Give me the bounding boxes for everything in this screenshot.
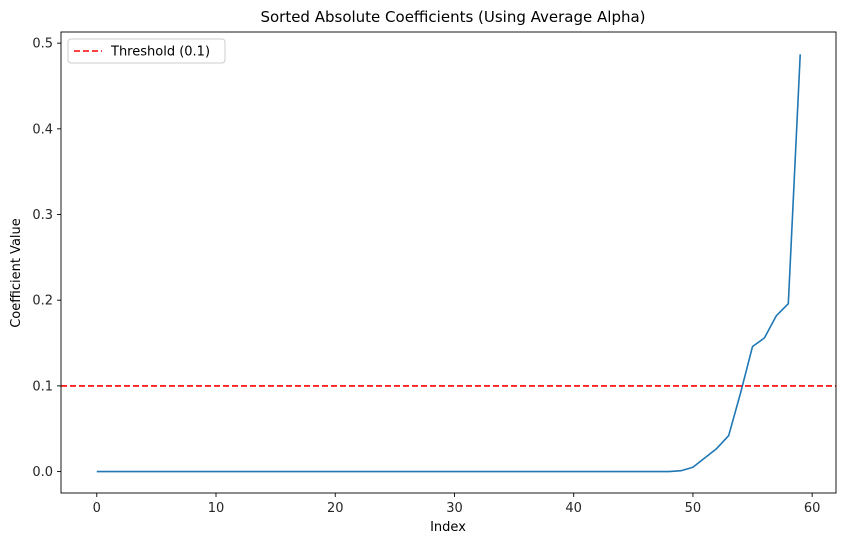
y-tick-label: 0.4 [32, 122, 53, 137]
chart-title: Sorted Absolute Coefficients (Using Aver… [260, 8, 645, 26]
x-tick-label: 40 [565, 501, 582, 516]
y-tick-label: 0.0 [32, 465, 53, 480]
x-tick-label: 10 [208, 501, 225, 516]
x-tick-label: 20 [327, 501, 344, 516]
y-tick-label: 0.1 [32, 379, 53, 394]
x-axis-label: Index [430, 520, 466, 535]
y-tick-label: 0.5 [32, 37, 53, 52]
y-tick-label: 0.2 [32, 294, 53, 309]
series-line-0 [96, 54, 802, 473]
legend: Threshold (0.1) [67, 38, 226, 64]
y-tick-label: 0.3 [32, 208, 53, 223]
legend-box [67, 38, 226, 64]
y-axis-label: Coefficient Value [9, 218, 24, 328]
plot-area: 0 10 20 30 40 50 60 0.0 0.1 0.2 0.3 0.4 0.5 [32, 31, 837, 516]
x-tick-label: 60 [804, 501, 821, 516]
x-tick-label: 0 [93, 501, 101, 516]
axes-frame [60, 31, 837, 494]
x-tick-label: 50 [685, 501, 702, 516]
x-tick-label: 30 [446, 501, 463, 516]
legend-label: Threshold (0.1) [110, 45, 210, 60]
